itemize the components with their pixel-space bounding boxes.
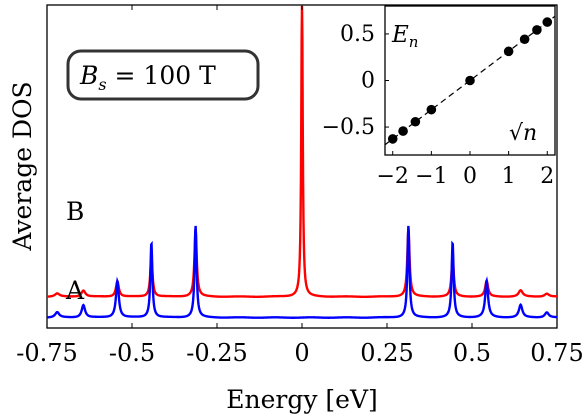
- main-x-tick-label: 0.25: [360, 339, 413, 367]
- inset-plot: −2 −1 0 1 2 0.50−0.5 En √n: [322, 5, 556, 189]
- inset-x-tick-label: 0: [463, 164, 477, 189]
- inset-y-tick-label: 0: [361, 69, 375, 94]
- series-a-label: A: [65, 276, 85, 305]
- inset-x-tick-label: −1: [415, 164, 447, 189]
- main-x-tick-label: -0.75: [16, 339, 78, 367]
- inset-y-tick-label: 0.5: [340, 22, 375, 47]
- inset-y-tick-label: −0.5: [322, 115, 375, 140]
- main-plot: -0.75 -0.5 -0.25 0 0.25 0.5 0.75 Energy [eV] A…: [8, 4, 584, 414]
- main-x-ticks: -0.75 -0.5 -0.25 0 0.25 0.5 0.75: [16, 5, 584, 367]
- series-b-label: B: [66, 197, 84, 226]
- main-x-tick-label: -0.25: [186, 339, 248, 367]
- inset-x-axis-label: √n: [509, 121, 537, 146]
- main-x-tick-label: -0.5: [109, 339, 155, 367]
- main-x-axis-label: Energy [eV]: [226, 385, 378, 414]
- inset-point: [542, 17, 553, 27]
- main-x-tick-label: 0: [294, 339, 309, 367]
- inset-point: [465, 75, 475, 86]
- inset-points: [387, 17, 553, 144]
- inset-point: [426, 104, 437, 115]
- inset-point: [519, 34, 530, 45]
- inset-point: [387, 134, 398, 144]
- field-annotation: Bs = 100 T: [79, 61, 216, 94]
- main-y-axis-label: Average DOS: [8, 81, 37, 251]
- inset-x-tick-label: −2: [377, 164, 409, 189]
- main-x-tick-label: 0.5: [453, 339, 491, 367]
- main-x-tick-label: 0.75: [530, 339, 583, 367]
- inset-point: [398, 126, 408, 136]
- inset-point: [503, 46, 514, 57]
- inset-point: [410, 116, 421, 127]
- inset-point: [532, 25, 542, 35]
- inset-x-ticks: −2 −1 0 1 2: [377, 151, 554, 189]
- field-annotation-box: Bs = 100 T: [66, 49, 260, 101]
- inset-x-tick-label: 1: [502, 164, 516, 189]
- inset-title: En: [391, 22, 418, 51]
- series-a-line: [46, 225, 558, 319]
- inset-y-ticks: 0.5 0 −0.5: [322, 22, 389, 140]
- inset-x-tick-label: 2: [540, 164, 554, 189]
